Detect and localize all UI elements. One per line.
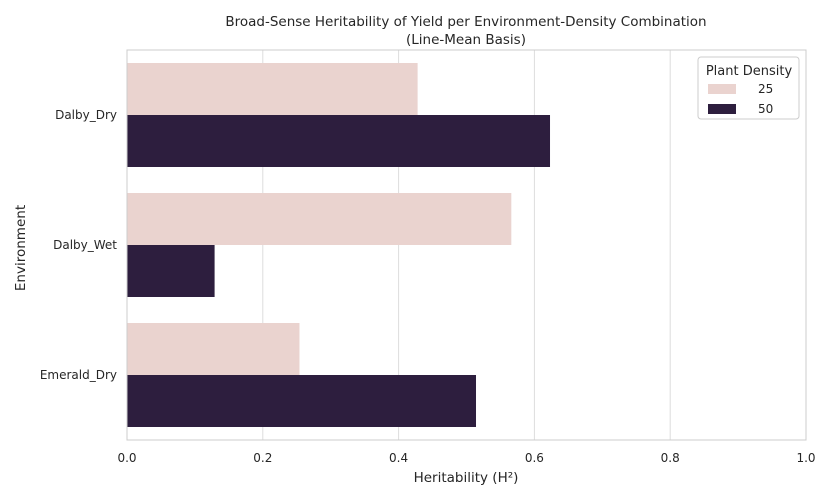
chart-title: Broad-Sense Heritability of Yield per En…: [225, 14, 706, 30]
bar-dalby-dry-density-25: [127, 63, 418, 115]
legend-swatch: [708, 84, 736, 94]
x-tick-label: 0.4: [389, 451, 408, 465]
x-tick-label: 0.2: [253, 451, 272, 465]
plot-frame: [126, 49, 807, 441]
legend-title: Plant Density: [706, 64, 793, 79]
y-tick-label: Emerald_Dry: [40, 368, 117, 382]
x-tick-label: 0.6: [525, 451, 544, 465]
y-tick-label: Dalby_Wet: [53, 238, 117, 252]
bar-dalby-dry-density-50: [127, 115, 551, 167]
chart-subtitle: (Line-Mean Basis): [406, 32, 526, 48]
x-axis-label: Heritability (H²): [414, 470, 519, 486]
bars: [127, 63, 551, 427]
y-tick-labels: Dalby_Dry Dalby_Wet Emerald_Dry: [40, 108, 117, 382]
y-axis-label: Environment: [13, 205, 29, 291]
legend-swatch: [708, 104, 736, 114]
legend-label: 50: [758, 102, 773, 116]
y-tick-label: Dalby_Dry: [55, 108, 117, 122]
bar-dalby-wet-density-25: [127, 193, 512, 245]
x-tick-labels: 0.0 0.2 0.4 0.6 0.8 1.0: [117, 451, 815, 465]
x-tick-label: 0.0: [117, 451, 136, 465]
legend-label: 25: [758, 82, 773, 96]
bar-emerald-dry-density-50: [127, 375, 477, 427]
bar-dalby-wet-density-50: [127, 245, 215, 297]
x-tick-label: 1.0: [796, 451, 815, 465]
legend-box: [697, 56, 800, 120]
x-tick-label: 0.8: [661, 451, 680, 465]
bar-emerald-dry-density-25: [127, 323, 300, 375]
